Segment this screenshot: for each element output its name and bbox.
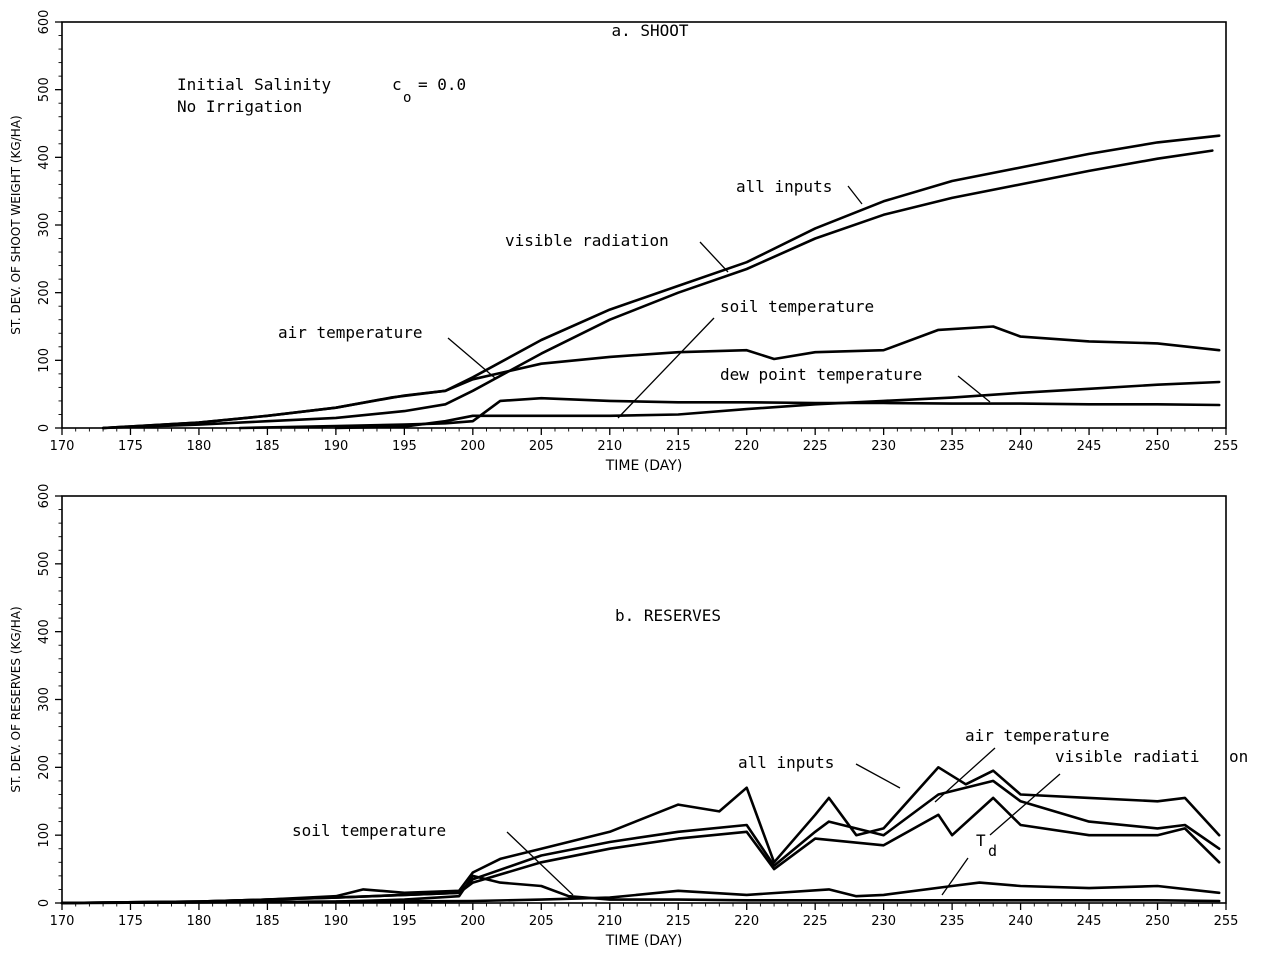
leader-line: [934, 747, 996, 803]
y-tick-label: 0: [37, 899, 52, 907]
x-tick-label: 245: [1077, 914, 1102, 929]
y-axis-label: ST. DEV. OF SHOOT WEIGHT (KG/HA): [9, 115, 23, 334]
chart-title: b. RESERVES: [615, 606, 721, 625]
x-tick-label: 190: [323, 439, 348, 454]
y-tick-label: 300: [37, 687, 52, 712]
annotation-c-subscript: o: [403, 90, 411, 106]
leader-line: [855, 763, 901, 789]
x-tick-label: 170: [50, 439, 75, 454]
x-tick-label: 210: [597, 914, 622, 929]
x-tick-label: 215: [666, 439, 691, 454]
annotation-initial-salinity: Initial Salinity: [177, 75, 331, 94]
y-tick-label: 500: [37, 551, 52, 576]
x-tick-label: 220: [734, 439, 759, 454]
x-tick-label: 195: [392, 914, 417, 929]
leader-line: [957, 375, 991, 403]
x-tick-label: 185: [255, 914, 280, 929]
series-label: soil temperature: [720, 297, 874, 316]
chart-title: a. SHOOT: [611, 21, 688, 40]
series-label: all inputs: [736, 177, 832, 196]
series-line-soil-temperature: [60, 874, 1221, 905]
y-tick-label: 100: [37, 823, 52, 848]
x-tick-label: 225: [803, 914, 828, 929]
annotation-no-irrigation: No Irrigation: [177, 97, 302, 116]
annotation-c-value: = 0.0: [418, 75, 466, 94]
x-tick-label: 180: [187, 914, 212, 929]
y-axis-label: ST. DEV. OF RESERVES (KG/HA): [9, 606, 23, 792]
series-line-t-d: [60, 881, 1221, 905]
x-tick-label: 255: [1214, 439, 1239, 454]
x-tick-label: 175: [118, 914, 143, 929]
plot-frame: [61, 495, 1227, 904]
series-line-visible-radiation: [60, 796, 1221, 905]
x-tick-label: 245: [1077, 439, 1102, 454]
x-tick-label: 205: [529, 439, 554, 454]
x-tick-label: 230: [871, 439, 896, 454]
series-label: dew point temperature: [720, 365, 922, 384]
series-label: d: [988, 842, 997, 860]
x-tick-label: 180: [187, 439, 212, 454]
x-tick-label: 215: [666, 914, 691, 929]
x-tick-label: 225: [803, 439, 828, 454]
series-label: air temperature: [278, 323, 423, 342]
x-tick-label: 170: [50, 914, 75, 929]
x-tick-label: 195: [392, 439, 417, 454]
x-tick-label: 250: [1145, 914, 1170, 929]
y-tick-label: 0: [37, 424, 52, 432]
leader-line: [506, 831, 574, 896]
y-tick-label: 600: [37, 484, 52, 509]
x-tick-label: 175: [118, 439, 143, 454]
leader-line: [617, 317, 715, 419]
y-tick-label: 200: [37, 280, 52, 305]
x-tick-label: 235: [940, 439, 965, 454]
leader-line: [699, 241, 729, 273]
x-tick-label: 205: [529, 914, 554, 929]
x-tick-label: 235: [940, 914, 965, 929]
y-tick-label: 400: [37, 145, 52, 170]
y-tick-label: 500: [37, 77, 52, 102]
y-tick-label: 400: [37, 619, 52, 644]
annotation-c-symbol: c: [392, 75, 402, 94]
x-tick-label: 250: [1145, 439, 1170, 454]
x-tick-label: 255: [1214, 914, 1239, 929]
panel-reserves: 170 175 180 185 190 195 200 205 210 215 220 225 230 2…: [9, 484, 1248, 949]
series-label: on: [1229, 747, 1248, 766]
series-label: all inputs: [738, 753, 834, 772]
y-tick-label: 100: [37, 348, 52, 373]
x-tick-label: 220: [734, 914, 759, 929]
series-line-dew-point-temperature: [334, 380, 1221, 430]
leader-line: [989, 773, 1061, 836]
x-axis-label: TIME (DAY): [605, 458, 683, 474]
y-tick-label: 200: [37, 755, 52, 780]
series-label: soil temperature: [292, 821, 446, 840]
series-line-visible-radiation: [101, 149, 1214, 430]
leader-line: [847, 185, 863, 205]
series-line-air-temperature: [101, 325, 1221, 430]
x-tick-label: 200: [460, 914, 485, 929]
series-label: visible radiati: [1055, 747, 1200, 766]
x-tick-label: 200: [460, 439, 485, 454]
x-tick-label: 190: [323, 914, 348, 929]
panel-shoot: 170 175 180 185 190 195 200 205 210 215 220 225 230 2…: [9, 10, 1238, 474]
series-line-all-inputs: [60, 766, 1221, 905]
leader-line: [941, 857, 969, 896]
series-label: air temperature: [965, 726, 1110, 745]
y-tick-label: 600: [37, 10, 52, 35]
y-tick-label: 300: [37, 213, 52, 238]
x-tick-label: 240: [1008, 914, 1033, 929]
leader-line: [447, 337, 496, 379]
x-axis-label: TIME (DAY): [605, 933, 683, 949]
series-label: T: [976, 831, 986, 850]
series-label: visible radiation: [505, 231, 669, 250]
x-tick-label: 230: [871, 914, 896, 929]
x-tick-label: 210: [597, 439, 622, 454]
series-line-air-temperature: [60, 779, 1221, 905]
x-tick-label: 240: [1008, 439, 1033, 454]
x-tick-label: 185: [255, 439, 280, 454]
